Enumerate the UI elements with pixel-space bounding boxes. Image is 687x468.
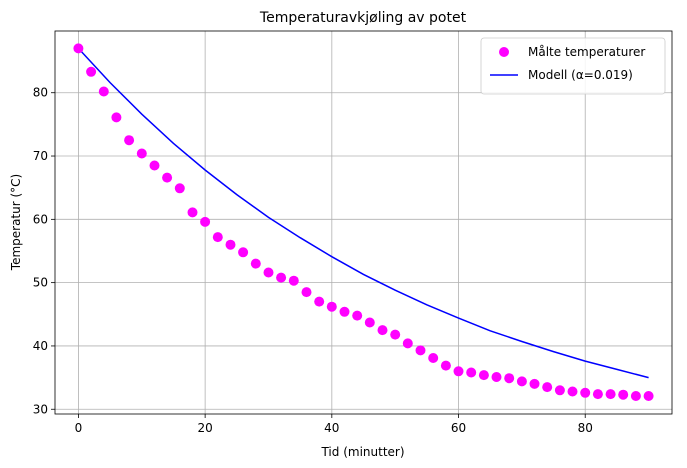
measured-point bbox=[377, 325, 388, 336]
measured-point bbox=[643, 391, 654, 401]
legend-label-measured: Målte temperaturer bbox=[528, 45, 645, 59]
measured-point bbox=[73, 43, 84, 54]
model-line bbox=[77, 47, 649, 379]
y-tick-label: 30 bbox=[33, 402, 48, 416]
measured-point bbox=[466, 367, 477, 378]
measured-point bbox=[301, 287, 312, 298]
measured-point bbox=[440, 360, 451, 371]
chart-title: Temperaturavkjøling av potet bbox=[259, 10, 467, 26]
measured-point bbox=[136, 148, 147, 159]
measured-point bbox=[630, 391, 641, 401]
measured-point bbox=[276, 272, 287, 283]
measured-point bbox=[516, 376, 527, 387]
measured-point bbox=[187, 207, 198, 218]
measured-point bbox=[263, 267, 274, 278]
measured-point bbox=[554, 385, 565, 396]
measured-point bbox=[428, 353, 439, 363]
measured-point bbox=[111, 112, 122, 123]
measured-point bbox=[314, 296, 325, 307]
measured-point bbox=[326, 301, 337, 312]
measured-point bbox=[174, 183, 185, 194]
x-tick-label: 80 bbox=[578, 421, 593, 435]
y-tick-label: 80 bbox=[33, 86, 48, 100]
measured-point bbox=[339, 306, 350, 317]
legend-label-model: Modell (α=0.019) bbox=[528, 68, 633, 82]
measured-point bbox=[592, 389, 603, 400]
measured-point bbox=[250, 258, 261, 269]
measured-point bbox=[618, 389, 629, 400]
measured-point bbox=[124, 135, 135, 146]
y-axis-ticks: 30 40 50 60 70 80 bbox=[33, 86, 55, 416]
measured-point bbox=[453, 366, 464, 377]
model-line-layer bbox=[77, 47, 649, 379]
x-tick-label: 40 bbox=[324, 421, 339, 435]
measured-point bbox=[200, 216, 211, 227]
y-tick-label: 60 bbox=[33, 212, 48, 226]
legend-box bbox=[480, 37, 666, 95]
y-tick-label: 50 bbox=[33, 276, 48, 290]
y-tick-label: 70 bbox=[33, 149, 48, 163]
measured-point bbox=[86, 66, 97, 77]
legend: Målte temperaturer Modell (α=0.019) bbox=[480, 37, 666, 95]
measured-point bbox=[390, 329, 401, 340]
measured-point bbox=[529, 378, 540, 389]
measured-point bbox=[238, 247, 249, 258]
y-axis-label: Temperatur (°C) bbox=[9, 174, 23, 271]
measured-point bbox=[567, 386, 578, 397]
measured-point bbox=[225, 239, 236, 250]
x-tick-label: 0 bbox=[75, 421, 83, 435]
measured-point bbox=[580, 387, 591, 398]
x-tick-label: 60 bbox=[451, 421, 466, 435]
measured-point bbox=[478, 370, 489, 381]
x-axis-ticks: 0 20 40 60 80 bbox=[75, 414, 593, 435]
x-tick-label: 20 bbox=[197, 421, 212, 435]
grid bbox=[55, 31, 672, 414]
measured-point bbox=[352, 310, 363, 321]
measured-point bbox=[402, 338, 413, 349]
plot-frame bbox=[54, 30, 673, 415]
measured-point bbox=[542, 382, 553, 393]
measured-point bbox=[415, 345, 426, 356]
measured-point bbox=[364, 317, 375, 328]
measured-point bbox=[504, 373, 515, 384]
measured-points-layer bbox=[73, 43, 654, 401]
legend-marker-measured bbox=[499, 47, 509, 57]
measured-point bbox=[149, 160, 160, 171]
measured-point bbox=[212, 232, 223, 243]
x-axis-label: Tid (minutter) bbox=[320, 445, 404, 459]
y-tick-label: 40 bbox=[33, 339, 48, 353]
measured-point bbox=[491, 372, 502, 382]
measured-point bbox=[162, 172, 173, 183]
measured-point bbox=[605, 389, 616, 400]
measured-point bbox=[288, 275, 299, 286]
measured-point bbox=[98, 86, 109, 97]
